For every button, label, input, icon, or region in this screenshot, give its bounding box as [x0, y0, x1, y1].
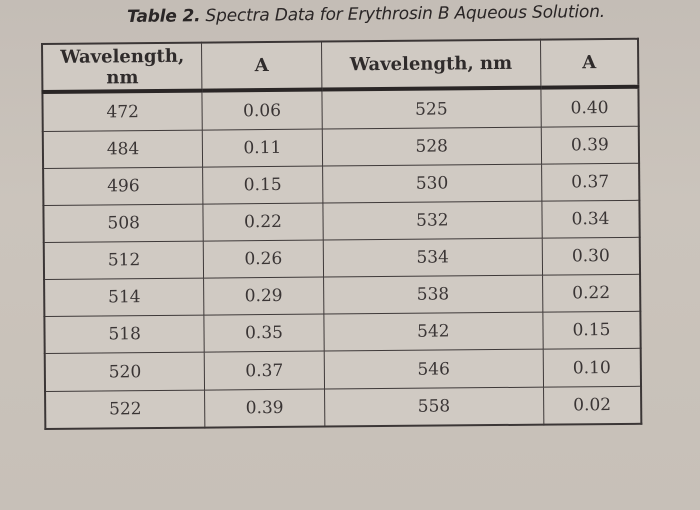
table-cell: 0.35	[204, 314, 324, 353]
table-cell: 0.39	[204, 388, 325, 428]
table-cell: 512	[43, 241, 204, 280]
table-cell: 542	[323, 312, 544, 352]
table-cell: 534	[322, 238, 543, 278]
table-cell: 0.37	[204, 351, 325, 390]
spectra-data-table: Wavelength, nm A Wavelength, nm A 472 0.…	[41, 37, 643, 430]
table-cell: 0.37	[541, 163, 640, 202]
table-row: 508 0.22 532 0.34	[43, 200, 640, 243]
table-cell: 530	[322, 164, 542, 204]
table-cell: 528	[321, 127, 542, 167]
table-caption: Table 2. Spectra Data for Erythrosin B A…	[127, 2, 605, 27]
table-cell: 0.34	[541, 200, 640, 239]
table-row: 496 0.15 530 0.37	[43, 163, 640, 206]
table-cell: 472	[42, 90, 203, 132]
table-cell: 0.26	[203, 240, 324, 279]
table-row: 520 0.37 546 0.10	[44, 348, 642, 392]
table-cell: 514	[44, 278, 205, 317]
table-cell: 496	[43, 167, 204, 206]
header-absorbance-left: A	[201, 41, 322, 91]
table-cell: 520	[44, 352, 205, 392]
table-cell: 0.11	[202, 129, 323, 168]
table-cell: 0.06	[202, 89, 322, 131]
table-cell: 0.22	[542, 274, 641, 313]
table-body: 472 0.06 525 0.40 484 0.11 528 0.39 496 …	[42, 86, 642, 429]
table-row: 512 0.26 534 0.30	[43, 237, 641, 280]
header-wavelength-left: Wavelength, nm	[42, 42, 203, 92]
table-row: 484 0.11 528 0.39	[42, 126, 640, 169]
table-header: Wavelength, nm A Wavelength, nm A	[42, 38, 639, 92]
header-absorbance-right: A	[540, 38, 639, 88]
table-cell: 558	[324, 386, 544, 427]
table-caption-label: Table 2.	[127, 6, 201, 27]
table-cell: 0.29	[203, 277, 324, 316]
table-row: 522 0.39 558 0.02	[45, 385, 642, 429]
table-row: 472 0.06 525 0.40	[42, 86, 639, 132]
table-cell: 0.02	[543, 385, 642, 425]
table-cell: 0.30	[542, 237, 641, 276]
table-cell: 522	[45, 389, 206, 429]
table-cell: 525	[321, 87, 542, 130]
table-cell: 518	[44, 315, 205, 354]
table-row: 518 0.35 542 0.15	[44, 311, 641, 354]
table-cell: 0.40	[540, 86, 639, 128]
header-row: Wavelength, nm A Wavelength, nm A	[42, 38, 639, 92]
table-cell: 538	[323, 275, 543, 315]
table-cell: 532	[322, 201, 543, 241]
table-cell: 0.15	[542, 311, 641, 350]
table-cell: 546	[323, 349, 544, 389]
table-cell: 508	[43, 204, 204, 243]
table-cell: 0.22	[203, 203, 323, 242]
header-wavelength-right: Wavelength, nm	[321, 39, 541, 90]
table-cell: 0.10	[543, 348, 642, 387]
table-cell: 0.15	[202, 166, 323, 205]
table-cell: 484	[42, 130, 203, 169]
spectra-table-wrapper: Wavelength, nm A Wavelength, nm A 472 0.…	[41, 37, 643, 430]
table-caption-title: Spectra Data for Erythrosin B Aqueous So…	[205, 1, 606, 27]
table-row: 514 0.29 538 0.22	[44, 274, 641, 317]
table-cell: 0.39	[541, 126, 640, 165]
